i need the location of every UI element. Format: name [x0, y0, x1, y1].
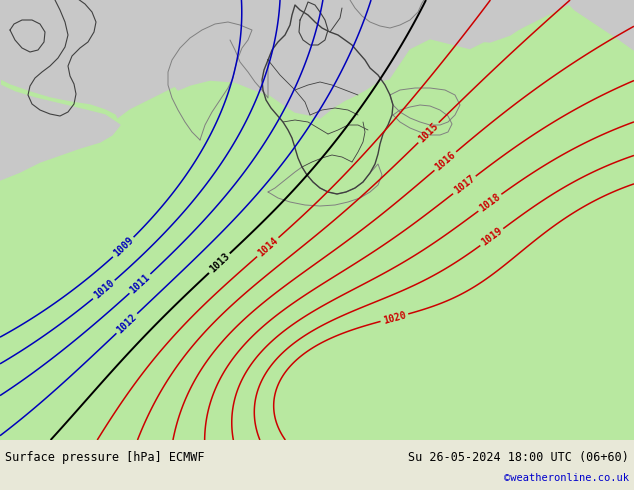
Text: 1019: 1019	[479, 226, 504, 248]
Polygon shape	[0, 0, 120, 180]
Text: Surface pressure [hPa] ECMWF: Surface pressure [hPa] ECMWF	[5, 450, 205, 464]
Text: ©weatheronline.co.uk: ©weatheronline.co.uk	[504, 473, 629, 483]
Polygon shape	[428, 0, 565, 42]
Text: Su 26-05-2024 18:00 UTC (06+60): Su 26-05-2024 18:00 UTC (06+60)	[408, 450, 629, 464]
Text: 1012: 1012	[115, 312, 139, 335]
Text: 1020: 1020	[382, 310, 407, 325]
Polygon shape	[0, 0, 634, 440]
Polygon shape	[0, 0, 120, 180]
Text: 1009: 1009	[112, 235, 135, 259]
Polygon shape	[565, 0, 634, 50]
Text: 1015: 1015	[417, 121, 441, 145]
Text: 1014: 1014	[256, 236, 280, 259]
Text: 1017: 1017	[452, 174, 477, 196]
Polygon shape	[120, 0, 428, 118]
Text: 1011: 1011	[128, 272, 152, 295]
Text: 1010: 1010	[92, 278, 116, 301]
Text: 1016: 1016	[433, 149, 458, 172]
Text: 1013: 1013	[207, 251, 231, 275]
Text: 1018: 1018	[477, 192, 502, 214]
